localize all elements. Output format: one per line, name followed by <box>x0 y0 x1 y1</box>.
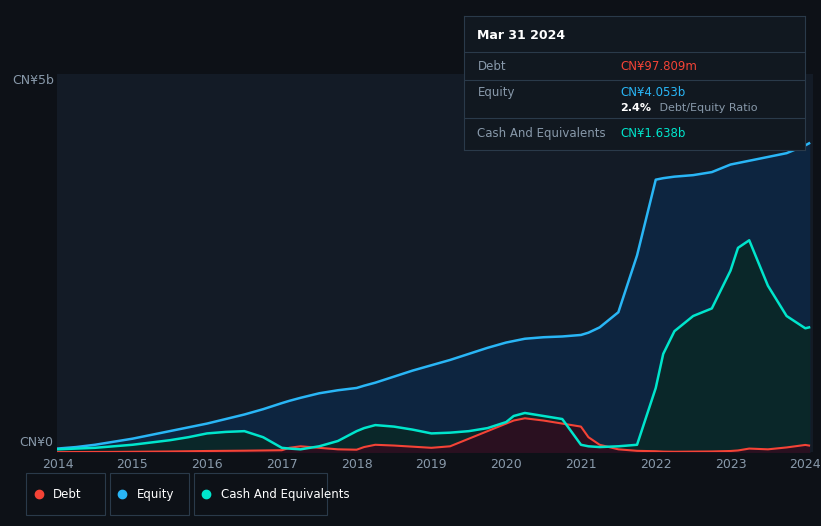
Text: Debt: Debt <box>478 59 506 73</box>
Text: 2.4%: 2.4% <box>621 103 652 113</box>
Text: Equity: Equity <box>478 86 515 99</box>
Text: Cash And Equivalents: Cash And Equivalents <box>478 127 606 140</box>
Bar <box>26 473 105 515</box>
Text: Mar 31 2024: Mar 31 2024 <box>478 29 566 42</box>
Text: CN¥5b: CN¥5b <box>11 74 53 87</box>
Text: Debt/Equity Ratio: Debt/Equity Ratio <box>656 103 758 113</box>
Text: CN¥4.053b: CN¥4.053b <box>621 86 686 99</box>
Bar <box>110 473 189 515</box>
Text: CN¥1.638b: CN¥1.638b <box>621 127 686 140</box>
Text: Equity: Equity <box>137 488 175 501</box>
Text: CN¥0: CN¥0 <box>20 436 53 449</box>
Text: Debt: Debt <box>53 488 82 501</box>
Text: Cash And Equivalents: Cash And Equivalents <box>221 488 350 501</box>
Text: CN¥97.809m: CN¥97.809m <box>621 59 698 73</box>
Bar <box>194 473 327 515</box>
